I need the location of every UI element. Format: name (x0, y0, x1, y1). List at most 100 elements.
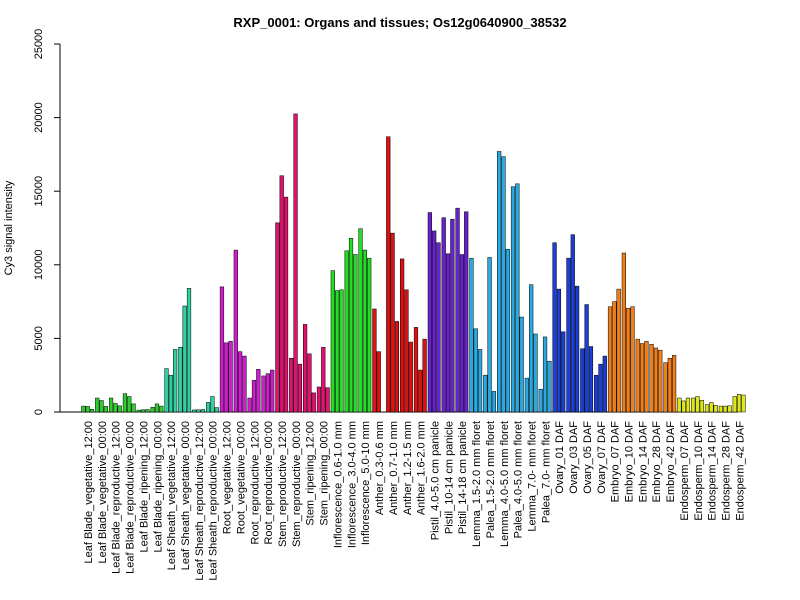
bar (580, 348, 585, 413)
bar (136, 409, 141, 413)
bar (658, 349, 663, 413)
bar (348, 238, 354, 413)
bar (293, 113, 298, 413)
bar (612, 301, 617, 413)
bar (330, 270, 335, 413)
bar (736, 394, 742, 413)
bar (400, 258, 405, 413)
bar (436, 242, 441, 413)
bar (691, 397, 696, 413)
bar (108, 397, 114, 413)
bar (279, 175, 284, 413)
x-tick-label: Inflorescence_3.0-4.0 mm (346, 421, 358, 548)
bar (196, 409, 201, 413)
x-tick-label: Anther_1.2-1.5 mm (402, 421, 414, 515)
bar (681, 400, 686, 413)
bar (542, 336, 548, 413)
bar (491, 391, 497, 413)
x-tick-label: Embryo_07 DAF (610, 421, 622, 503)
x-tick-label: Embryo_42 DAF (665, 421, 677, 503)
bar (117, 405, 122, 413)
x-tick-label: Leaf Sheath_reproductive_00:00 (208, 421, 220, 581)
bar (275, 222, 280, 413)
y-tick-label: 15000 (33, 176, 45, 207)
bar (630, 306, 635, 413)
bar (413, 327, 419, 413)
bar (289, 358, 294, 413)
bar (362, 249, 367, 413)
x-tick-label: Embryo_10 DAF (624, 421, 636, 503)
bar (404, 289, 409, 413)
bar (616, 288, 621, 413)
bar (200, 409, 205, 413)
bar (214, 407, 219, 413)
bar (168, 374, 173, 413)
bar (219, 286, 225, 413)
x-tick-label: Pistil_14-18 cm panicle (457, 421, 469, 534)
bar (178, 346, 183, 413)
x-tick-label: Pistil_4.0-5.0 cm panicle (429, 421, 441, 540)
x-tick-label: Endosperm_07 DAF (679, 421, 691, 521)
x-tick-label: Endosperm_10 DAF (693, 421, 705, 521)
bar (626, 307, 631, 413)
bar (483, 374, 488, 413)
bar (265, 373, 270, 413)
x-tick-label: Palea_4.0-5.0 mm floret (513, 421, 525, 538)
bar (529, 284, 534, 413)
bar (182, 305, 187, 413)
bar (621, 252, 626, 413)
bar (233, 249, 238, 413)
y-tick-label: 10000 (33, 250, 45, 281)
bar (598, 363, 603, 413)
x-tick-label: Leaf Sheath_vegetative_00:00 (180, 421, 192, 570)
y-tick-label: 20000 (33, 102, 45, 133)
x-tick-label: Palea_7.0- mm floret (540, 421, 552, 523)
bar (103, 406, 108, 413)
bar (390, 232, 395, 413)
bar (238, 351, 243, 413)
bar (321, 346, 326, 413)
bar (713, 405, 718, 413)
bar (131, 403, 136, 413)
bar (709, 402, 714, 413)
bar (607, 306, 613, 413)
bar (228, 341, 233, 413)
bar (547, 360, 552, 413)
bar (477, 349, 483, 413)
bar (99, 400, 104, 413)
bar (186, 288, 192, 413)
bar (497, 151, 502, 413)
x-tick-label: Leaf Sheath_vegetative_12:00 (166, 421, 178, 570)
bar (635, 338, 640, 413)
bar (667, 358, 672, 413)
bar (256, 369, 261, 413)
bar (533, 333, 538, 413)
bar (552, 242, 557, 413)
bar (732, 396, 737, 413)
bar (376, 351, 381, 413)
x-tick-label: Anther_1.6-2.0 mm (416, 421, 428, 515)
bar (335, 290, 340, 413)
bar (663, 362, 668, 413)
bar (113, 403, 118, 413)
bar (649, 344, 654, 413)
bar (210, 396, 215, 413)
x-tick-label: Anther_0.7-1.0 mm (388, 421, 400, 515)
x-tick-label: Leaf Blade_ripening_12:00 (138, 421, 150, 553)
bar (408, 341, 413, 413)
bar (261, 375, 266, 413)
bar (367, 257, 372, 413)
bar (303, 324, 308, 413)
bar (145, 409, 150, 413)
bar (561, 331, 566, 413)
x-tick-label: Leaf Blade_vegetative_00:00 (97, 421, 109, 564)
bar (394, 321, 400, 413)
bar (723, 405, 728, 413)
y-tick-label: 5000 (33, 326, 45, 350)
bar (741, 394, 746, 413)
x-tick-label: Root_reproductive_00:00 (263, 421, 275, 545)
bar (85, 406, 90, 413)
bar (432, 230, 437, 413)
bar (464, 211, 469, 413)
